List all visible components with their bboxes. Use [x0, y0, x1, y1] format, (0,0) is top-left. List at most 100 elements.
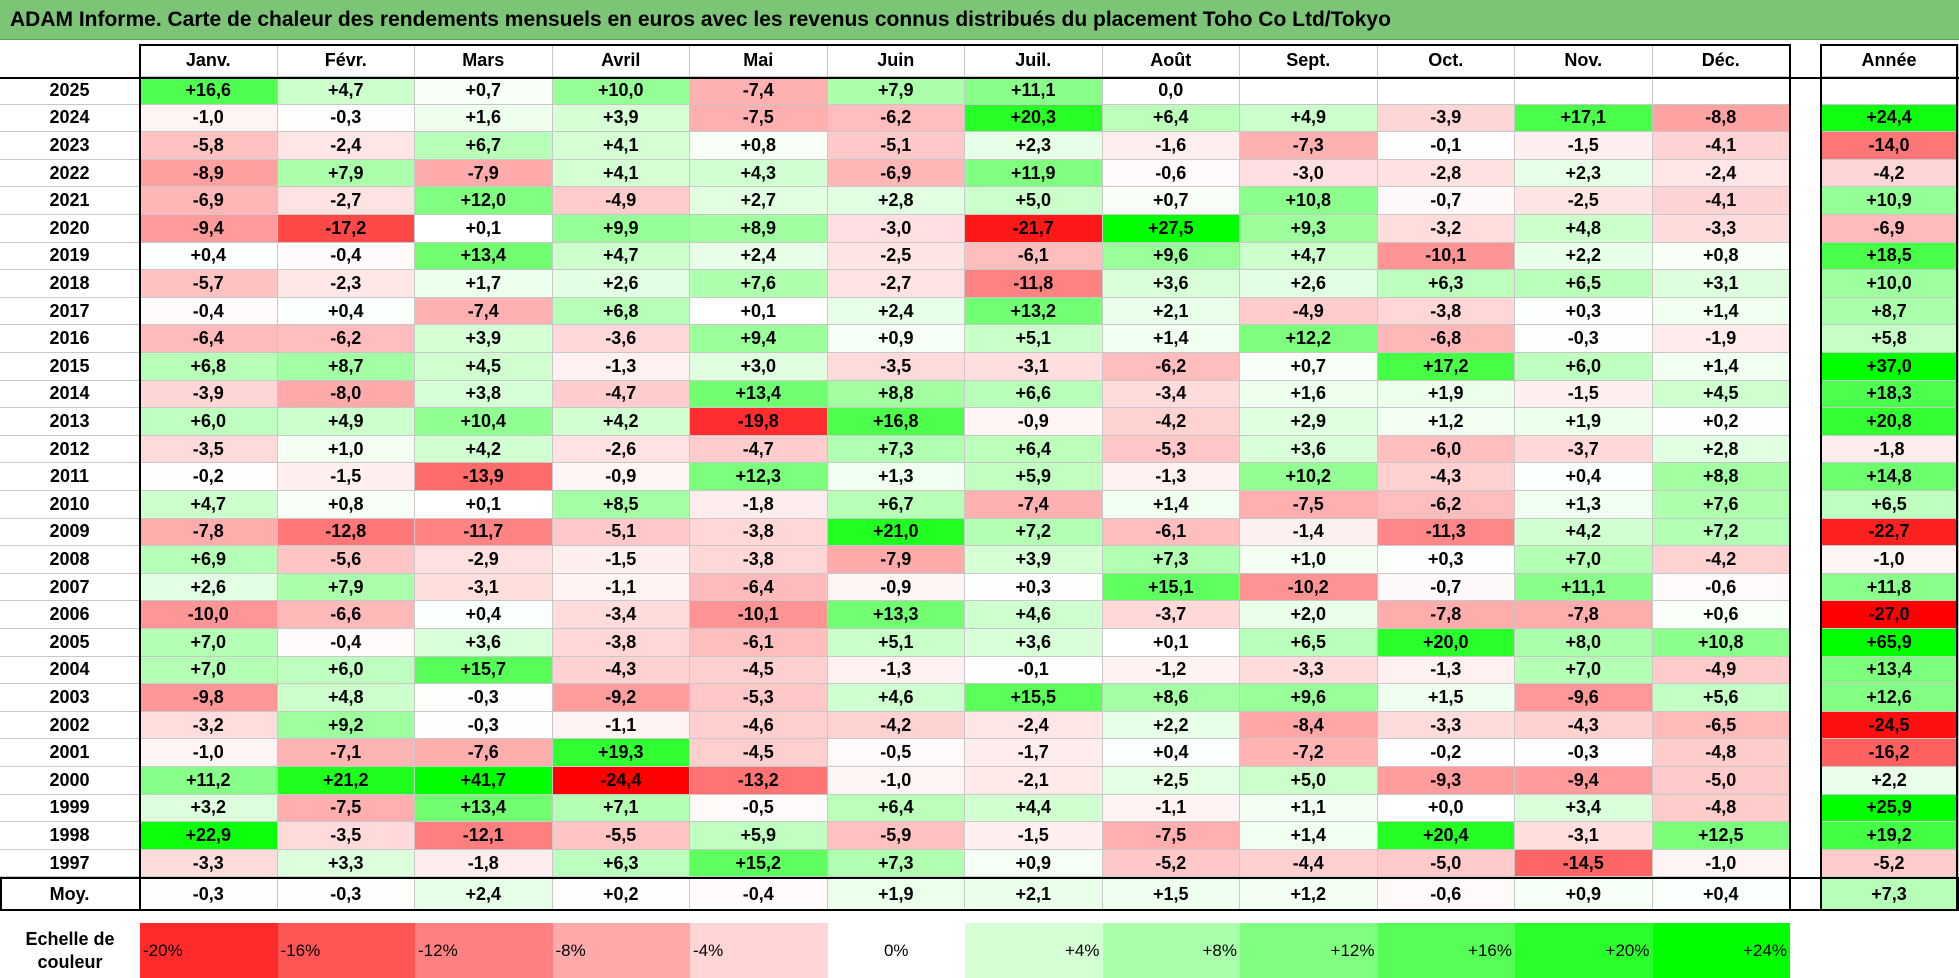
monthly-return-cell: -1,5 — [1515, 132, 1653, 160]
monthly-return-cell: 0,0 — [1102, 77, 1240, 105]
month-header: Janv. — [140, 44, 278, 77]
monthly-return-cell: +5,0 — [1240, 767, 1378, 795]
monthly-return-cell: +21,0 — [827, 518, 965, 547]
monthly-return-cell: +1,7 — [415, 270, 553, 298]
monthly-return-cell: +1,0 — [1240, 546, 1378, 574]
monthly-return-cell: +0,8 — [690, 132, 828, 160]
monthly-return-cell: -1,3 — [827, 656, 965, 685]
monthly-return-cell: +12,0 — [415, 187, 553, 215]
monthly-return-cell: -3,4 — [1102, 380, 1240, 409]
monthly-return-cell: -4,9 — [1240, 297, 1378, 326]
annual-return-cell: +6,5 — [1820, 491, 1959, 519]
monthly-return-cell: -0,4 — [140, 297, 278, 326]
monthly-return-cell: +4,2 — [552, 408, 690, 436]
monthly-return-cell: +20,0 — [1377, 629, 1515, 657]
monthly-return-cell: -6,6 — [277, 601, 415, 629]
month-header: Sept. — [1240, 44, 1378, 77]
monthly-return-cell: +17,2 — [1377, 353, 1515, 381]
monthly-return-cell: -3,7 — [1102, 601, 1240, 629]
monthly-return-cell: -3,9 — [1377, 104, 1515, 133]
annual-return-cell: -1,8 — [1820, 435, 1959, 464]
monthly-return-cell: -3,5 — [827, 353, 965, 381]
year-label: 2018 — [0, 270, 140, 298]
monthly-return-cell: -1,0 — [140, 104, 278, 133]
monthly-return-cell: +8,7 — [277, 353, 415, 381]
year-label: 2011 — [0, 463, 140, 491]
monthly-return-cell: +7,9 — [277, 159, 415, 188]
monthly-return-cell: -6,9 — [140, 187, 278, 215]
monthly-return-cell: +1,1 — [1240, 794, 1378, 823]
monthly-return-cell: -6,4 — [140, 325, 278, 353]
monthly-return-cell: +1,5 — [1377, 684, 1515, 712]
monthly-return-cell: -3,2 — [1377, 215, 1515, 243]
monthly-return-cell: +4,7 — [1240, 242, 1378, 271]
monthly-return-cell: -3,5 — [277, 822, 415, 850]
monthly-return-cell: +4,2 — [1515, 518, 1653, 547]
monthly-return-cell: +6,6 — [965, 380, 1103, 409]
monthly-return-cell: +7,3 — [827, 435, 965, 464]
monthly-return-cell: +6,3 — [552, 849, 690, 878]
monthly-return-cell: +9,4 — [690, 325, 828, 353]
monthly-return-cell: +6,7 — [415, 132, 553, 160]
monthly-return-cell: +1,4 — [1240, 822, 1378, 850]
year-total-header: Année — [1820, 44, 1959, 77]
monthly-return-cell: -1,5 — [277, 463, 415, 491]
monthly-return-cell: +4,5 — [415, 353, 553, 381]
monthly-return-cell: -3,3 — [1240, 656, 1378, 685]
monthly-return-cell: -9,4 — [1515, 767, 1653, 795]
report-title: ADAM Informe. Carte de chaleur des rende… — [0, 0, 1959, 40]
monthly-return-cell: +4,7 — [552, 242, 690, 271]
annual-return-cell: -5,2 — [1820, 849, 1959, 878]
monthly-return-cell: -1,9 — [1652, 325, 1790, 353]
monthly-return-cell: +6,8 — [552, 297, 690, 326]
monthly-return-cell: +16,8 — [827, 408, 965, 436]
monthly-return-cell: +9,3 — [1240, 215, 1378, 243]
monthly-return-cell: -2,9 — [415, 546, 553, 574]
year-label: 2008 — [0, 546, 140, 574]
monthly-return-cell: +7,6 — [690, 270, 828, 298]
monthly-return-cell: -1,5 — [965, 822, 1103, 850]
monthly-return-cell: -1,5 — [552, 546, 690, 574]
monthly-return-cell: +0,3 — [965, 573, 1103, 602]
monthly-return-cell: +1,4 — [1102, 491, 1240, 519]
month-header: Mars — [415, 44, 553, 77]
monthly-return-cell: -2,8 — [1377, 159, 1515, 188]
monthly-return-cell: +1,3 — [1515, 491, 1653, 519]
monthly-return-cell: -2,4 — [277, 132, 415, 160]
monthly-return-cell: -2,6 — [552, 435, 690, 464]
monthly-return-cell: +7,2 — [1652, 518, 1790, 547]
monthly-return-cell: -9,6 — [1515, 684, 1653, 712]
annual-return-cell: +24,4 — [1820, 104, 1959, 133]
monthly-return-cell: -1,0 — [140, 739, 278, 767]
monthly-return-cell: +5,9 — [965, 463, 1103, 491]
monthly-return-cell: +15,7 — [415, 656, 553, 685]
monthly-return-cell: -2,4 — [965, 711, 1103, 740]
monthly-return-cell: +7,3 — [827, 849, 965, 878]
monthly-return-cell: -6,4 — [690, 573, 828, 602]
monthly-return-cell: +7,2 — [965, 518, 1103, 547]
monthly-return-cell: +2,3 — [965, 132, 1103, 160]
monthly-return-cell: -6,2 — [1102, 353, 1240, 381]
monthly-return-cell: -6,2 — [1377, 491, 1515, 519]
monthly-return-cell: +10,0 — [552, 77, 690, 105]
monthly-return-cell: +1,4 — [1652, 353, 1790, 381]
monthly-return-cell: +7,3 — [1102, 546, 1240, 574]
monthly-return-cell: +3,8 — [415, 380, 553, 409]
annual-return-cell: +14,8 — [1820, 463, 1959, 491]
monthly-return-cell: +2,4 — [690, 242, 828, 271]
monthly-return-cell: -6,1 — [690, 629, 828, 657]
monthly-return-cell: +13,3 — [827, 601, 965, 629]
monthly-return-cell: -4,3 — [1377, 463, 1515, 491]
average-month-cell: +1,5 — [1102, 879, 1240, 912]
monthly-return-cell: +6,0 — [1515, 353, 1653, 381]
monthly-return-cell: +12,5 — [1652, 822, 1790, 850]
monthly-return-cell: +0,4 — [140, 242, 278, 271]
monthly-return-cell: -10,1 — [1377, 242, 1515, 271]
monthly-return-cell: +6,4 — [965, 435, 1103, 464]
monthly-return-cell: +12,3 — [690, 463, 828, 491]
monthly-return-cell: +1,0 — [277, 435, 415, 464]
annual-return-cell: +37,0 — [1820, 353, 1959, 381]
year-label: 2023 — [0, 132, 140, 160]
monthly-return-cell: -2,5 — [1515, 187, 1653, 215]
monthly-return-cell: -1,1 — [1102, 794, 1240, 823]
